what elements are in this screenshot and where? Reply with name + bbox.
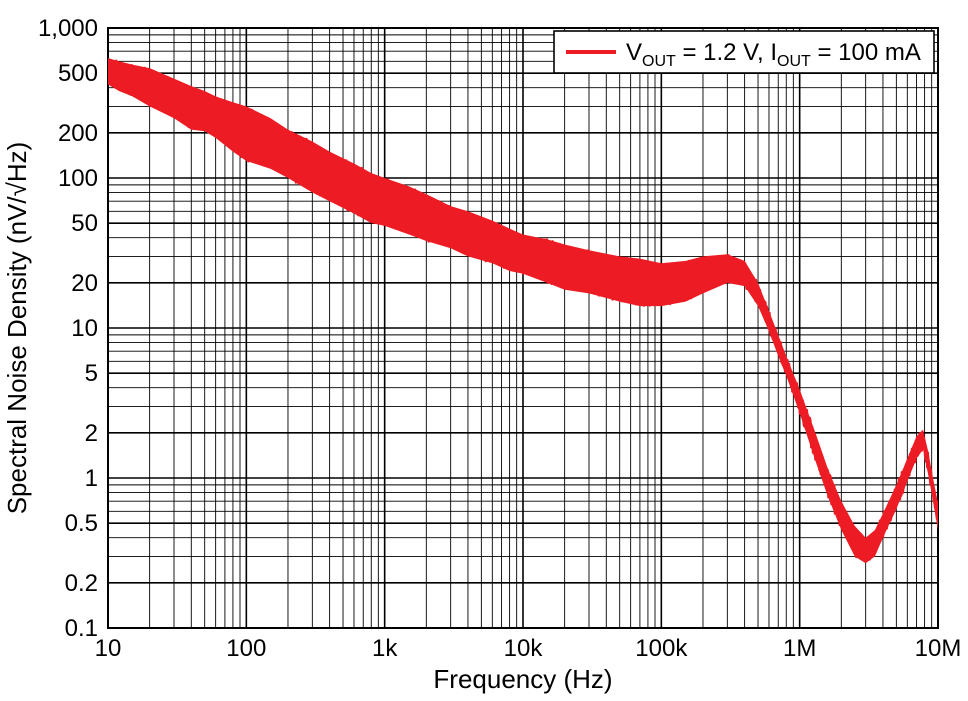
y-tick-label: 1 [85, 465, 98, 492]
y-tick-label: 1,000 [38, 15, 98, 42]
x-tick-label: 100k [635, 635, 688, 662]
y-tick-label: 100 [58, 165, 98, 192]
y-tick-label: 20 [71, 270, 98, 297]
y-tick-label: 0.1 [65, 615, 98, 642]
x-axis-label: Frequency (Hz) [433, 664, 612, 694]
x-tick-label: 1k [372, 635, 398, 662]
x-tick-label: 100 [226, 635, 266, 662]
noise-density-chart: 10 100 1k 10k 100k 1M 10M 0.1 0.2 0.5 1 2 5 10 20 50 100… [0, 0, 968, 701]
y-tick-label: 200 [58, 120, 98, 147]
x-tick-label: 10 [95, 635, 122, 662]
x-tick-label: 10M [915, 635, 962, 662]
x-tick-label: 1M [783, 635, 816, 662]
y-tick-label: 50 [71, 210, 98, 237]
y-tick-label: 10 [71, 315, 98, 342]
chart-svg: 10 100 1k 10k 100k 1M 10M 0.1 0.2 0.5 1 2 5 10 20 50 100… [0, 0, 968, 701]
y-tick-label: 500 [58, 60, 98, 87]
y-tick-label: 5 [85, 360, 98, 387]
x-tick-label: 10k [504, 635, 544, 662]
y-tick-label: 0.2 [65, 570, 98, 597]
y-axis-label: Spectral Noise Density (nV/√Hz) [2, 142, 32, 515]
y-tick-label: 2 [85, 420, 98, 447]
y-tick-label: 0.5 [65, 510, 98, 537]
